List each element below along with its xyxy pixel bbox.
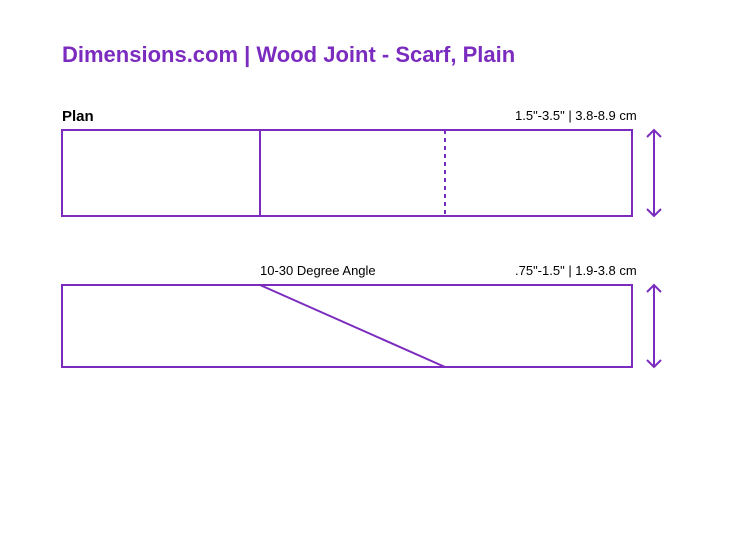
plan-rect bbox=[62, 130, 632, 216]
side-diagonal-line bbox=[260, 285, 445, 367]
diagram-svg bbox=[0, 0, 735, 533]
side-rect bbox=[62, 285, 632, 367]
